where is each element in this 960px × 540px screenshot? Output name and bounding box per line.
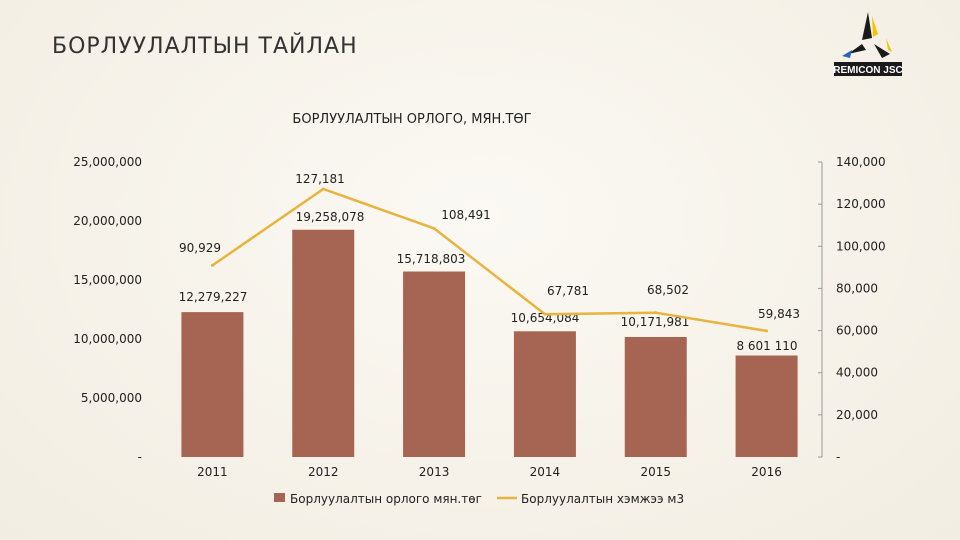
left-tick-label: 25,000,000: [73, 155, 142, 169]
bar-data-label: 19,258,078: [296, 210, 365, 224]
legend-swatch-bar: [274, 493, 285, 502]
slide-title: БОРЛУУЛАЛТЫН ТАЙЛАН: [52, 34, 358, 59]
right-tick-label: 40,000: [836, 366, 878, 380]
right-tick-label: 60,000: [836, 324, 878, 338]
right-tick-label: 80,000: [836, 281, 878, 295]
remicon-logo: REMICON JSC: [833, 12, 903, 76]
line-data-label: 108,491: [441, 208, 491, 222]
bar-data-label: 15,718,803: [397, 252, 466, 266]
left-tick-label: -: [138, 450, 142, 464]
x-tick-label: 2014: [530, 465, 561, 479]
line-point: [654, 311, 658, 315]
line-data-label: 90,929: [179, 241, 221, 255]
line-data-label: 67,781: [547, 284, 589, 298]
left-axis: - 5,000,000 10,000,000 15,000,000 20,000,000…: [73, 155, 142, 464]
right-tick-label: 120,000: [836, 197, 886, 211]
line-point: [321, 187, 325, 191]
x-tick-label: 2011: [197, 465, 228, 479]
right-tick-label: 100,000: [836, 239, 886, 253]
logo-mark-icon: [842, 12, 892, 58]
chart-title: БОРЛУУЛАЛТЫН ОРЛОГО, МЯН.ТӨГ: [292, 112, 531, 127]
bar-data-label: 12,279,227: [179, 290, 248, 304]
left-tick-label: 15,000,000: [73, 273, 142, 287]
line-point: [210, 263, 214, 267]
line-series: 90,929 127,181 108,491 67,781 68,502 59,843: [179, 172, 800, 333]
line-point: [543, 312, 547, 316]
legend-label-bar: Борлуулалтын орлого мян.төг: [290, 492, 482, 506]
right-tick-label: 140,000: [836, 155, 886, 169]
line-path: [211, 187, 767, 333]
line-data-label: 68,502: [647, 283, 689, 297]
right-axis: - 20,000 40,000 60,000 80,000 100,000 120,000 1…: [818, 155, 886, 464]
logo-text: REMICON JSC: [833, 65, 902, 76]
bar-data-label: 10,171,981: [621, 315, 690, 329]
line-point: [432, 226, 436, 230]
left-tick-label: 10,000,000: [73, 332, 142, 346]
line-point: [765, 329, 769, 333]
left-tick-label: 20,000,000: [73, 214, 142, 228]
x-axis-labels: 2011 2012 2013 2014 2015 2016: [197, 465, 782, 479]
bar: [181, 312, 244, 457]
bar-series: 12,279,22719,258,07815,718,80310,654,084…: [179, 210, 798, 457]
x-tick-label: 2015: [640, 465, 671, 479]
right-tick-label: 20,000: [836, 408, 878, 422]
x-tick-label: 2016: [751, 465, 782, 479]
line-data-label: 59,843: [758, 307, 800, 321]
bar: [403, 271, 466, 457]
right-tick-label: -: [836, 450, 840, 464]
legend: Борлуулалтын орлого мян.төг Борлуулалтын…: [274, 492, 684, 506]
bar: [292, 229, 355, 457]
left-tick-label: 5,000,000: [81, 391, 142, 405]
bar: [624, 336, 687, 457]
bar: [735, 355, 798, 457]
bar-data-label: 8 601 110: [736, 339, 797, 353]
x-tick-label: 2012: [308, 465, 339, 479]
x-tick-label: 2013: [419, 465, 450, 479]
legend-label-line: Борлуулалтын хэмжээ м3: [521, 492, 684, 506]
line-data-label: 127,181: [295, 172, 345, 186]
bar: [513, 331, 576, 457]
